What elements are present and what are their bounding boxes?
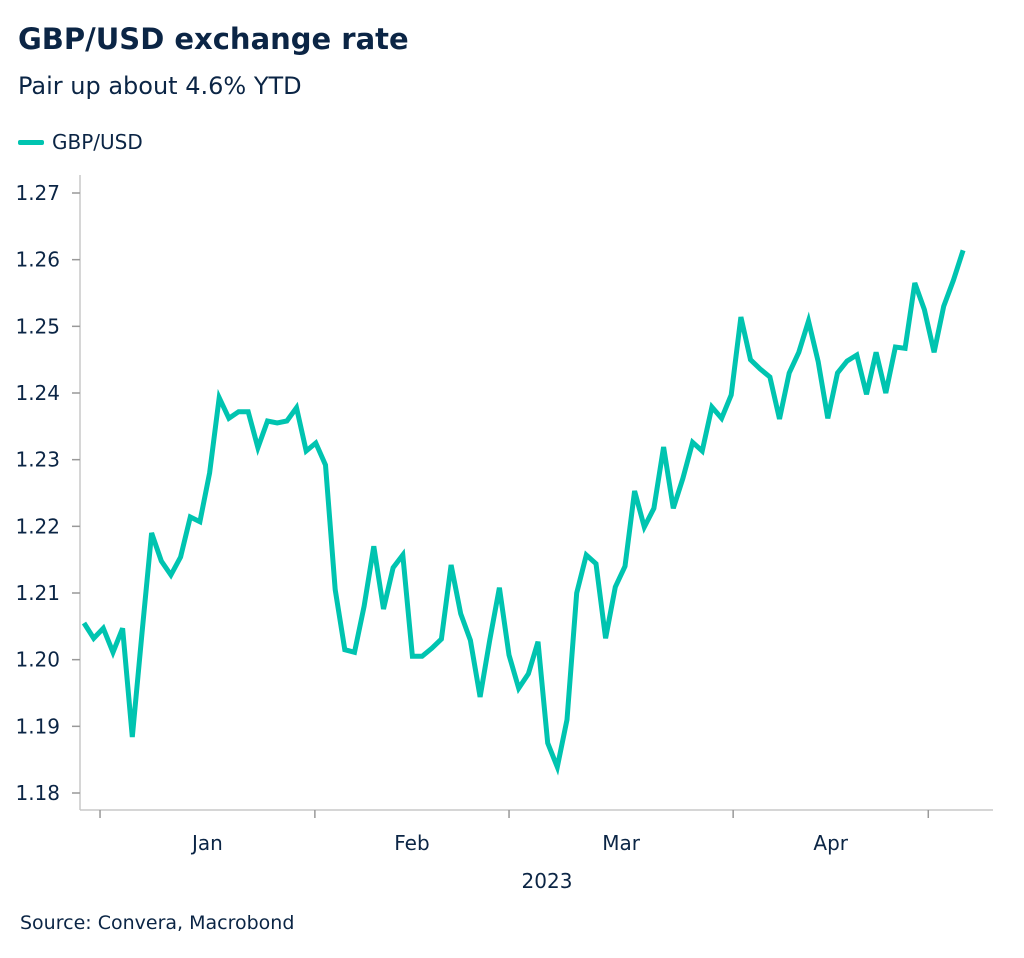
x-tick-label: Jan — [190, 831, 223, 855]
series-line-gbp-usd — [81, 249, 966, 776]
legend: GBP/USD — [18, 130, 143, 154]
y-tick-label: 1.18 — [15, 781, 60, 805]
y-tick-label: 1.26 — [15, 248, 60, 272]
source-note: Source: Convera, Macrobond — [20, 912, 295, 934]
legend-swatch — [18, 139, 44, 145]
chart-subtitle: Pair up about 4.6% YTD — [18, 72, 302, 100]
y-tick-label: 1.21 — [15, 581, 60, 605]
x-tick-label: Feb — [394, 831, 429, 855]
x-tick-label: Apr — [813, 831, 848, 855]
y-tick-label: 1.27 — [15, 181, 60, 205]
y-tick-label: 1.24 — [15, 381, 60, 405]
y-tick-label: 1.20 — [15, 648, 60, 672]
y-tick-label: 1.22 — [15, 514, 60, 538]
y-tick-label: 1.19 — [15, 714, 60, 738]
x-axis-label: 2023 — [522, 869, 573, 893]
chart-title: GBP/USD exchange rate — [18, 22, 409, 56]
y-tick-label: 1.23 — [15, 448, 60, 472]
y-tick-label: 1.25 — [15, 314, 60, 338]
x-tick-label: Mar — [602, 831, 641, 855]
legend-label: GBP/USD — [52, 130, 143, 154]
